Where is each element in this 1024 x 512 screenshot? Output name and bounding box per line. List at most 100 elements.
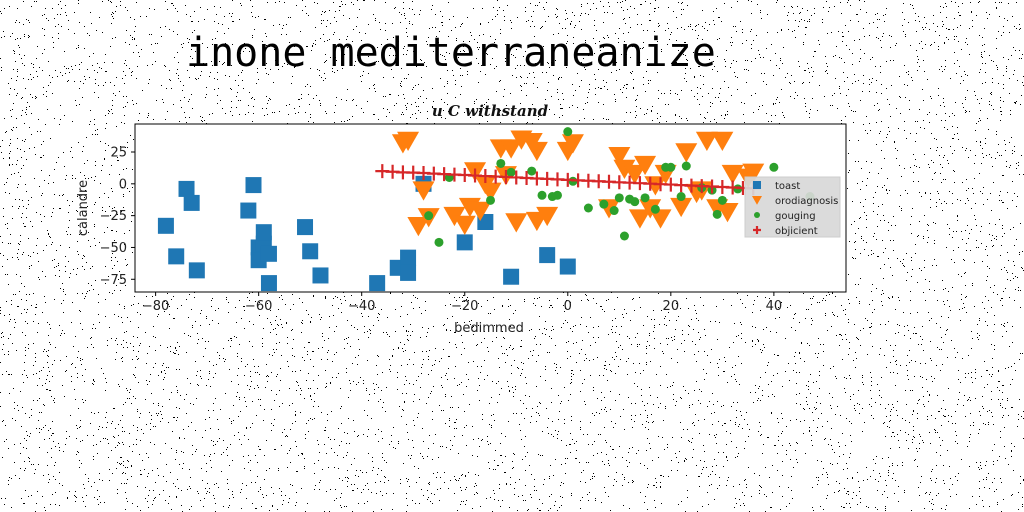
y-tick-label: 0 xyxy=(119,177,127,192)
legend: toast orodiagnosis gouging objicient xyxy=(744,176,841,238)
point-gouging xyxy=(537,190,547,200)
point-orodiagnosis xyxy=(453,215,476,235)
y-tick-label: 25 xyxy=(110,146,127,161)
point-toast xyxy=(178,180,195,197)
series-objicient xyxy=(375,164,761,196)
point-gouging xyxy=(506,167,516,177)
point-orodiagnosis xyxy=(505,213,528,233)
point-gouging xyxy=(650,204,660,214)
point-gouging xyxy=(583,203,593,213)
y-tick-label: −75 xyxy=(100,273,127,288)
point-orodiagnosis xyxy=(561,134,584,154)
point-toast xyxy=(157,217,174,234)
point-orodiagnosis xyxy=(716,203,739,223)
legend-marker-gouging xyxy=(754,212,760,218)
x-tick-label: −60 xyxy=(245,299,272,314)
point-orodiagnosis xyxy=(469,201,492,221)
point-toast xyxy=(260,275,277,292)
point-orodiagnosis xyxy=(500,139,523,159)
legend-marker-orodiagnosis xyxy=(752,196,762,205)
point-orodiagnosis xyxy=(613,159,636,179)
point-orodiagnosis xyxy=(479,182,502,202)
point-gouging xyxy=(666,162,676,172)
point-gouging xyxy=(676,192,686,202)
x-axis-label: bedimmed xyxy=(454,321,524,336)
point-orodiagnosis xyxy=(639,199,662,219)
point-orodiagnosis xyxy=(634,155,657,176)
point-orodiagnosis xyxy=(623,164,646,185)
legend-marker-toast xyxy=(753,181,761,189)
point-gouging xyxy=(681,161,691,171)
point-toast xyxy=(188,262,205,279)
point-gouging xyxy=(614,193,624,203)
point-gouging xyxy=(640,193,650,203)
point-orodiagnosis xyxy=(675,143,698,163)
point-gouging xyxy=(717,195,727,205)
axis-ticks: −80 −60 −40 −20 0 20 40 25 0 −25 −50 −75 xyxy=(100,146,783,315)
series-gouging xyxy=(424,127,815,247)
x-tick-label: −40 xyxy=(348,299,375,314)
y-tick-label: −25 xyxy=(100,209,127,224)
point-orodiagnosis xyxy=(711,131,734,151)
legend-label-toast: toast xyxy=(775,181,800,192)
legend-label-objicient: objicient xyxy=(775,226,818,237)
point-toast xyxy=(400,264,417,281)
point-orodiagnosis xyxy=(407,217,430,237)
legend-marker-objicient xyxy=(753,226,761,234)
point-toast xyxy=(255,224,272,241)
point-orodiagnosis xyxy=(742,163,765,183)
point-orodiagnosis xyxy=(608,147,631,167)
point-gouging xyxy=(434,237,444,247)
point-gouging xyxy=(609,206,619,216)
point-orodiagnosis xyxy=(536,206,559,227)
x-tick-label: 0 xyxy=(564,299,572,314)
point-gouging xyxy=(496,158,506,168)
legend-label-orodiagnosis: orodiagnosis xyxy=(775,196,838,207)
chart-title: u C withstand xyxy=(432,102,549,120)
x-tick-label: 20 xyxy=(663,299,680,314)
point-gouging xyxy=(486,195,495,205)
point-toast xyxy=(400,249,417,266)
point-orodiagnosis xyxy=(670,197,693,218)
point-toast xyxy=(503,268,520,285)
point-orodiagnosis xyxy=(412,181,435,201)
point-toast xyxy=(312,267,329,284)
point-toast xyxy=(559,258,576,275)
point-orodiagnosis xyxy=(525,141,548,162)
point-orodiagnosis xyxy=(397,131,420,151)
data-marks xyxy=(157,127,815,292)
point-toast xyxy=(456,234,473,251)
point-gouging xyxy=(552,190,562,200)
page-title: inone mediterraneanize xyxy=(186,30,716,76)
x-tick-label: 40 xyxy=(766,299,783,314)
x-tick-label: −80 xyxy=(142,299,169,314)
point-gouging xyxy=(424,211,434,221)
point-toast xyxy=(302,243,319,260)
legend-label-gouging: gouging xyxy=(775,211,816,222)
point-gouging xyxy=(599,199,609,209)
point-orodiagnosis xyxy=(649,209,672,229)
point-gouging xyxy=(563,127,573,137)
point-toast xyxy=(260,245,277,262)
point-toast xyxy=(240,202,257,219)
x-tick-label: −20 xyxy=(451,299,478,314)
point-orodiagnosis xyxy=(695,131,718,151)
y-tick-label: −50 xyxy=(100,241,127,256)
point-gouging xyxy=(630,197,640,207)
point-gouging xyxy=(769,162,779,172)
y-axis-label: calandre xyxy=(76,180,91,236)
point-gouging xyxy=(712,209,722,219)
point-gouging xyxy=(527,166,537,176)
point-orodiagnosis xyxy=(628,209,651,229)
point-toast xyxy=(297,219,314,236)
point-toast xyxy=(245,177,262,194)
point-toast xyxy=(168,248,185,265)
plot-frame xyxy=(134,123,847,293)
point-toast xyxy=(183,194,200,211)
point-gouging xyxy=(619,231,629,241)
point-toast xyxy=(369,275,386,292)
point-toast xyxy=(539,247,556,264)
